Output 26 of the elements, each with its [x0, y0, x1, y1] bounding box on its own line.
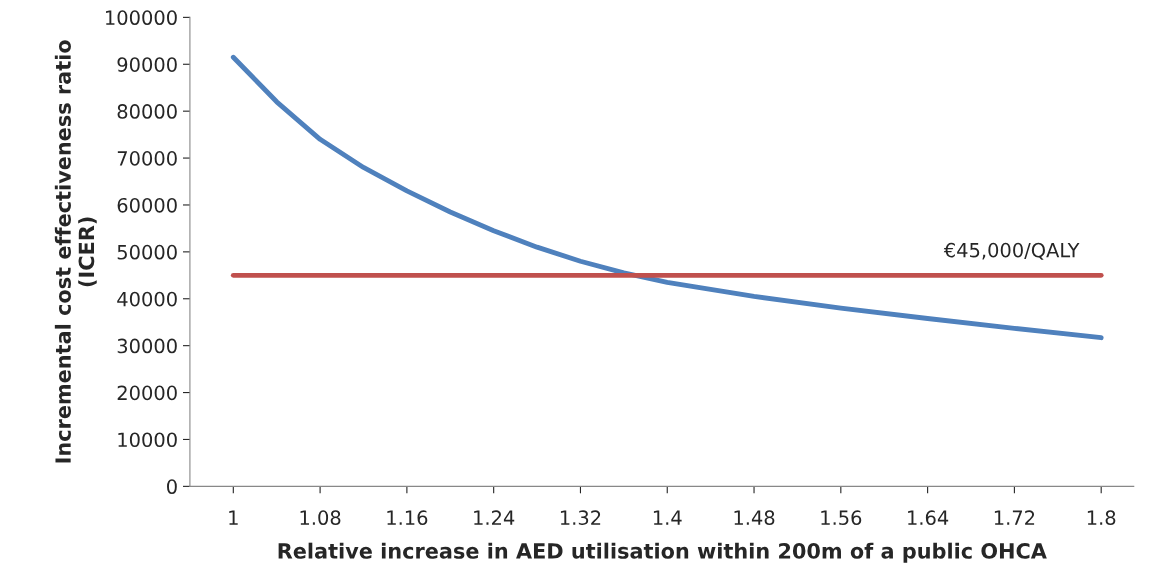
y-axis-title: Incremental cost effectiveness ratio (ICER)	[54, 40, 97, 463]
x-tick-label: 1.64	[908, 510, 949, 526]
x-tick-label: 1	[229, 510, 238, 525]
y-tick-label: 80000	[117, 104, 177, 119]
y-tick-label: 0	[167, 479, 177, 495]
x-tick-label: 1.24	[474, 510, 515, 525]
x-tick-label: 1.56	[821, 510, 862, 526]
x-tick-label: 1.72	[994, 510, 1035, 525]
y-tick-label: 90000	[117, 57, 177, 72]
x-tick-label: 1.32	[560, 510, 601, 526]
y-tick-label: 100000	[106, 10, 177, 26]
y-tick-label: 10000	[118, 432, 177, 448]
line-series	[230, 54, 1104, 341]
y-tick-label: 50000	[117, 244, 177, 260]
x-axis-title: Relative increase in AED utilisation within 200m of a public OHCA	[278, 542, 1047, 563]
y-tick-label: 30000	[117, 338, 177, 354]
x-tick-label: 1.16	[387, 510, 428, 526]
y-tick-label: 40000	[117, 291, 177, 307]
ref-line-label: €45,000/QALY	[943, 242, 1080, 260]
y-tick-label: 70000	[117, 151, 177, 166]
y-tick-label: 20000	[117, 385, 177, 401]
x-tick-label: 1.48	[734, 510, 775, 526]
x-tick-label: 1.08	[300, 510, 341, 526]
x-tick-label: 1.8	[1087, 510, 1116, 526]
x-tick-label: 1.4	[653, 510, 682, 525]
y-tick-label: 60000	[117, 197, 177, 213]
